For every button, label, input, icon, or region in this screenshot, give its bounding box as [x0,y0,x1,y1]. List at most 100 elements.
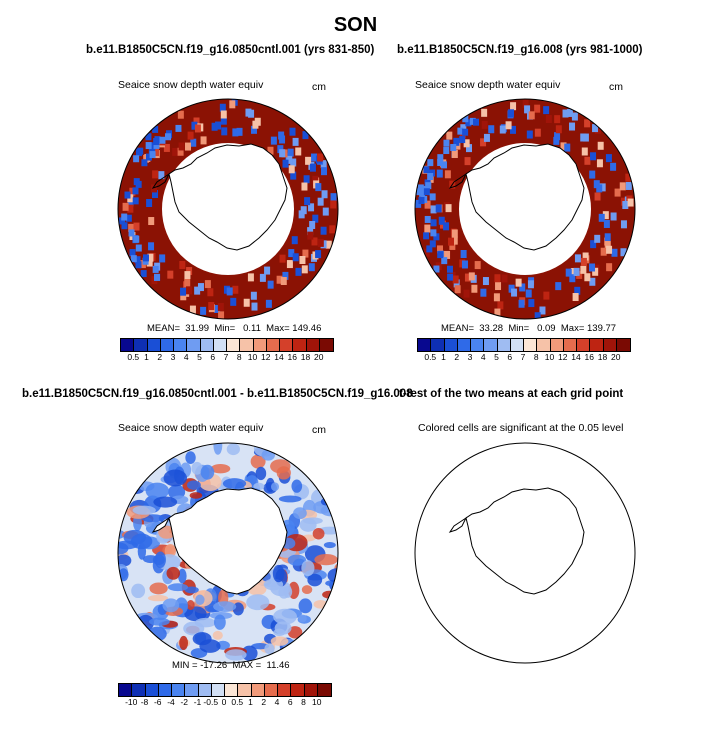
panel1-colorbar-cell [187,339,201,351]
panel3-colorbar-cell [119,684,133,696]
grid-cell [446,265,453,273]
grid-cell [148,217,155,226]
anomaly-patch [213,601,237,613]
anomaly-patch [283,585,293,598]
grid-cell [464,273,471,282]
anomaly-patch [323,542,336,549]
anomaly-patch [167,583,189,592]
panel3-colorbar-tick-label: 10 [312,697,322,707]
panel2-map [414,98,636,320]
grid-cell [444,170,451,179]
grid-cell [277,145,284,154]
grid-cell [194,286,201,295]
grid-cell [594,234,601,243]
grid-cell [232,285,239,294]
panel3-colorbar-cell [317,684,331,696]
anomaly-patch [325,579,338,587]
panel2-colorbar-cell [471,339,485,351]
anomaly-patch [327,568,338,583]
grid-cell [317,238,324,247]
anomaly-patch [185,451,196,465]
panel2-colorbar-tick-label: 16 [584,352,594,362]
antarctic-peninsula-coastline [448,172,468,189]
grid-cell [625,181,632,190]
panel2-colorbar-tick-label: 5 [494,352,499,362]
grid-cell [304,197,311,206]
grid-cell [287,148,294,157]
anomaly-patch [298,614,307,623]
anomaly-patch [274,621,292,635]
panel3-map [117,442,339,664]
panel3-colorbar-tick-label: -2 [180,697,189,707]
grid-cell [286,155,293,164]
panel2-colorbar-cell [431,339,445,351]
panel2-case-title: b.e11.B1850C5CN.f19_g16.008 (yrs 981-100… [397,44,643,56]
grid-cell [574,254,581,263]
grid-cell [464,157,471,166]
grid-cell [149,147,156,155]
grid-cell [510,102,517,111]
grid-cell [302,131,309,140]
grid-cell [218,311,225,319]
map-boundary [117,442,339,664]
panel3-colorbar-cell [185,684,199,696]
anomaly-patch [255,466,267,481]
anomaly-patch [301,560,315,577]
grid-cell [177,147,184,156]
anomaly-patch [293,507,307,520]
grid-cell [605,154,612,163]
grid-cell [480,288,487,297]
grid-cell [200,136,207,145]
grid-cell [425,182,432,190]
grid-cell [452,275,459,284]
grid-cell [288,165,295,174]
anomaly-patch [132,505,156,515]
anomaly-patch [123,529,146,545]
panel2-colorbar-cell [497,339,511,351]
anomaly-patch [195,594,205,606]
anomaly-patch [189,492,203,499]
grid-cell [453,137,460,146]
panel1-case-title: b.e11.B1850C5CN.f19_g16.0850cntl.001 (yr… [86,44,375,56]
grid-cell [132,187,139,195]
panel2-colorbar-cell [563,339,577,351]
anomaly-patch [118,554,132,567]
panel3-colorbar-tick-label: -6 [153,697,162,707]
grid-cell [555,282,562,291]
grid-cell [450,143,457,151]
panel3-colorbar-cell [264,684,278,696]
panel2-colorbar-tick-label: 14 [571,352,581,362]
grid-cell [433,265,440,273]
grid-cell [250,291,257,300]
map-boundary [414,98,636,320]
grid-cell [554,132,561,141]
anomaly-patch [273,608,298,625]
panel2-colorbar-tick-label: 1 [441,352,446,362]
grid-cell [436,169,443,178]
anomaly-patch [131,583,146,599]
panel1-colorbar-cell [227,339,241,351]
grid-cell [154,273,161,281]
panel2-colorbar-cell [418,339,432,351]
grid-cell [146,199,153,208]
grid-cell [564,143,571,152]
anomaly-patch [214,614,226,630]
panel1-colorbar-tick-label: 10 [247,352,258,362]
grid-cell [193,117,200,126]
anomaly-patch [253,482,265,491]
anomaly-patch [179,635,189,651]
anomaly-patch [213,443,223,455]
grid-cell [219,103,226,112]
grid-cell [474,261,481,270]
grid-cell [151,190,158,199]
grid-cell [554,115,561,124]
panel2-colorbar-tick-label: 8 [533,352,539,362]
grid-cell [460,250,467,259]
panel3-colorbar-cell [145,684,159,696]
grid-cell [449,241,456,250]
panel2-colorbar-ticks: 0.5 1 2 3 4 5 6 7 8 10 12 14 16 18 20 [417,352,629,364]
antarctica-coastline [465,487,585,595]
grid-cell [526,130,533,139]
grid-cell [265,299,272,308]
grid-cell [427,173,434,181]
